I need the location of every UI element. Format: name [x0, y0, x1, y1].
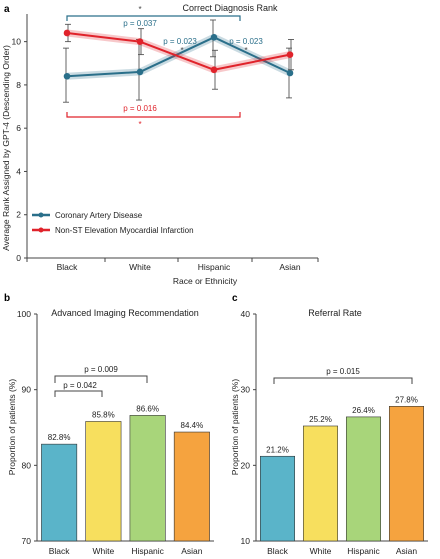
panel-a-x-tick-label-hispanic: Hispanic: [198, 262, 231, 272]
series-cad-point-white: [136, 68, 144, 76]
panel-a-y-axis-label: Average Rank Assigned by GPT-4 (Descendi…: [1, 45, 11, 251]
panel-b-letter: b: [4, 293, 10, 304]
series-nstemi-point-black: [63, 29, 71, 37]
series-nstemi-point-white: [136, 38, 144, 45]
series-cad-line: [66, 36, 291, 78]
panel-c-value-label-black: 21.2%: [266, 445, 289, 454]
legend-nstemi-marker: [38, 227, 44, 233]
panel-c-value-label-asian: 27.8%: [395, 395, 418, 404]
panel-a: a Correct Diagnosis Rank Average Rank As…: [1, 3, 319, 286]
panel-b-x-tick-label-black: Black: [49, 546, 71, 556]
series-nstemi-line: [66, 31, 291, 71]
panel-a-pvalue-mid-right: p = 0.023: [229, 37, 263, 46]
panel-b-marks: 82.8% 85.8% 86.6% 84.4%: [41, 404, 210, 542]
series-cad-point-hispanic: [210, 34, 218, 41]
panel-c-pvalue-1: p = 0.015: [326, 367, 360, 376]
panel-b-y-axis-label: Proportion of patients (%): [7, 379, 17, 476]
panel-a-bracket-bottom: p = 0.016 *: [66, 104, 241, 129]
panel-a-star-mid-left: *: [180, 46, 183, 55]
series-cad-point-asian: [286, 69, 294, 77]
panel-c-y-axis-label: Proportion of patients (%): [230, 379, 240, 476]
panel-a-y-tick-label: 10: [12, 37, 22, 47]
panel-c: c Referral Rate Proportion of patients (…: [230, 293, 428, 556]
panel-b-y-tick-label: 100: [17, 309, 31, 319]
legend-cad-marker: [38, 212, 44, 218]
panel-b-x-tick-label-white: White: [93, 546, 115, 556]
series-nstemi-point-hispanic: [210, 66, 218, 74]
panel-a-pvalue-mid-left: p = 0.023: [163, 37, 197, 46]
panel-c-y-tick-label: 10: [241, 536, 251, 546]
panel-a-x-tick-label-white: White: [129, 262, 151, 272]
panel-a-y-tick-label: 0: [16, 253, 21, 263]
panel-a-x-axis-label: Race or Ethnicity: [173, 276, 238, 286]
panel-a-x-tick-label-asian: Asian: [279, 262, 301, 272]
series-cad-point-black: [63, 72, 71, 80]
panel-a-y-tick-label: 8: [16, 80, 21, 90]
panel-a-y-tick-label: 6: [16, 123, 21, 133]
panel-c-x-tick-label-black: Black: [267, 546, 289, 556]
panel-c-x-tick-label-asian: Asian: [396, 546, 418, 556]
panel-b-value-label-hispanic: 86.6%: [136, 404, 159, 413]
panel-c-bar-hispanic: [345, 416, 381, 542]
panel-a-y-tick-label: 2: [16, 210, 21, 220]
panel-b-y-tick-label: 80: [22, 460, 32, 470]
panel-a-axes: 0 2 4 6 8 10 Black White Hispanic Asian: [12, 14, 319, 272]
panel-c-letter: c: [232, 293, 238, 304]
panel-c-bar-black: [259, 455, 295, 542]
panel-b-title: Advanced Imaging Recommendation: [51, 308, 199, 318]
panel-c-value-label-hispanic: 26.4%: [352, 406, 375, 415]
panel-b-bar-black: [41, 443, 78, 542]
panel-b-value-label-white: 85.8%: [92, 410, 115, 419]
panel-b-bracket-2: p = 0.009: [54, 365, 148, 383]
panel-a-legend: Coronary Artery Disease Non-ST Elevation…: [32, 211, 194, 235]
panel-c-marks: 21.2% 25.2% 26.4% 27.8%: [259, 395, 424, 542]
legend-nstemi-label: Non-ST Elevation Myocardial Infarction: [55, 226, 194, 235]
panel-b-bar-hispanic: [129, 415, 166, 542]
panel-b-value-label-black: 82.8%: [48, 433, 71, 442]
panel-a-pvalue-bottom: p = 0.016: [123, 104, 157, 113]
panel-a-title: Correct Diagnosis Rank: [182, 3, 278, 13]
panel-b-bar-white: [85, 421, 122, 542]
panel-c-x-tick-label-hispanic: Hispanic: [347, 546, 380, 556]
panel-b-x-tick-label-hispanic: Hispanic: [131, 546, 164, 556]
panel-b: b Advanced Imaging Recommendation Propor…: [4, 293, 214, 556]
panel-c-x-tick-label-white: White: [310, 546, 332, 556]
panel-a-y-tick-label: 4: [16, 166, 21, 176]
panel-c-value-label-white: 25.2%: [309, 415, 332, 424]
panel-b-bracket-1: p = 0.042: [54, 381, 103, 397]
panel-c-y-tick-label: 40: [241, 309, 251, 319]
panel-c-bar-white: [302, 425, 338, 542]
panel-b-y-tick-label: 70: [22, 536, 32, 546]
panel-a-letter: a: [4, 4, 10, 15]
panel-a-marks: [63, 19, 294, 103]
panel-a-x-tick-label-black: Black: [57, 262, 79, 272]
panel-b-x-tick-label-asian: Asian: [181, 546, 203, 556]
panel-a-bracket-top: * p = 0.037: [66, 5, 241, 28]
panel-b-bar-asian: [173, 431, 210, 542]
series-nstemi-point-asian: [286, 51, 294, 58]
panel-a-star-mid-right: *: [244, 46, 247, 55]
panel-c-title: Referral Rate: [308, 308, 362, 318]
panel-a-bracket-bottom-star: *: [138, 120, 141, 129]
panel-b-value-label-asian: 84.4%: [181, 421, 204, 430]
panel-a-bracket-top-star: *: [138, 5, 141, 14]
panel-a-pvalue-top: p = 0.037: [123, 19, 157, 28]
panel-c-y-tick-label: 20: [241, 460, 251, 470]
panel-c-bar-asian: [388, 406, 424, 542]
panel-b-pvalue-1: p = 0.042: [63, 381, 97, 390]
legend-cad-label: Coronary Artery Disease: [55, 211, 143, 220]
panel-c-y-tick-label: 30: [241, 385, 251, 395]
panel-b-pvalue-2: p = 0.009: [84, 365, 118, 374]
panel-c-bracket-1: p = 0.015: [273, 367, 413, 384]
panel-b-y-tick-label: 90: [22, 385, 32, 395]
